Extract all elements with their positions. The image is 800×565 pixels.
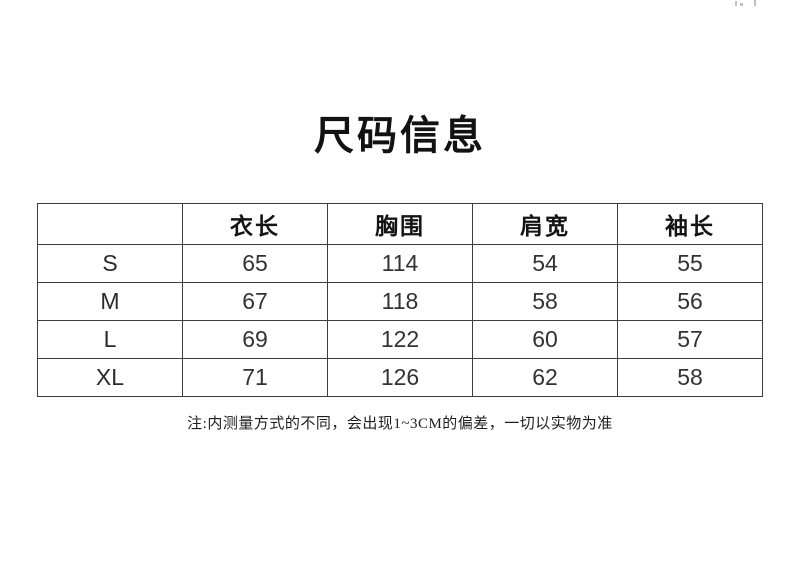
- size-label: L: [37, 320, 183, 359]
- size-row-s: S 65 114 54 55: [37, 244, 763, 283]
- value-cell: 57: [617, 320, 763, 359]
- value-cell: 118: [327, 282, 473, 321]
- value-cell: 56: [617, 282, 763, 321]
- value-cell: 126: [327, 358, 473, 397]
- value-cell: 69: [182, 320, 328, 359]
- measurement-note: 注:内测量方式的不同，会出现1~3CM的偏差，一切以实物为准: [187, 416, 613, 432]
- header-cell-size: [37, 203, 183, 245]
- size-table-header-row: 衣长 胸围 肩宽 袖长: [37, 203, 763, 245]
- value-cell: 65: [182, 244, 328, 283]
- value-cell: 60: [472, 320, 618, 359]
- header-cell-sleeve: 袖长: [617, 203, 763, 245]
- header-cell-garment-length: 衣长: [182, 203, 328, 245]
- size-row-m: M 67 118 58 56: [37, 282, 763, 321]
- size-label: S: [37, 244, 183, 283]
- value-cell: 71: [182, 358, 328, 397]
- size-table: 衣长 胸围 肩宽 袖长 S 65 114 54 55 M 67 118 58 5…: [37, 203, 763, 397]
- size-label: XL: [37, 358, 183, 397]
- value-cell: 122: [327, 320, 473, 359]
- cropped-text-artifact: [733, 0, 773, 8]
- size-row-l: L 69 122 60 57: [37, 320, 763, 359]
- size-label: M: [37, 282, 183, 321]
- value-cell: 67: [182, 282, 328, 321]
- value-cell: 58: [617, 358, 763, 397]
- header-cell-shoulder: 肩宽: [472, 203, 618, 245]
- value-cell: 55: [617, 244, 763, 283]
- size-row-xl: XL 71 126 62 58: [37, 358, 763, 397]
- value-cell: 114: [327, 244, 473, 283]
- value-cell: 54: [472, 244, 618, 283]
- value-cell: 58: [472, 282, 618, 321]
- page-title: 尺码信息: [314, 113, 486, 158]
- header-cell-chest: 胸围: [327, 203, 473, 245]
- value-cell: 62: [472, 358, 618, 397]
